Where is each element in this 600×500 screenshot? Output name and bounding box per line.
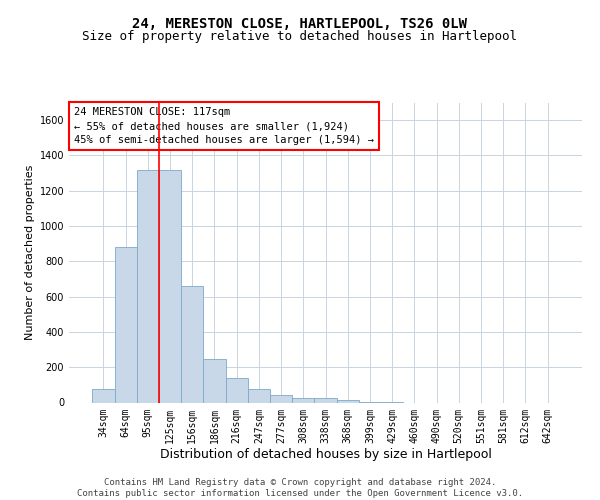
Bar [159, 170, 181, 402]
Bar [226, 378, 248, 402]
Bar [314, 398, 337, 402]
Bar [203, 360, 226, 403]
Bar [181, 286, 203, 403]
Bar [270, 396, 292, 402]
Bar [92, 390, 115, 402]
Bar [248, 390, 270, 402]
Bar [137, 170, 159, 402]
Y-axis label: Number of detached properties: Number of detached properties [25, 165, 35, 340]
X-axis label: Distribution of detached houses by size in Hartlepool: Distribution of detached houses by size … [160, 448, 491, 461]
Bar [337, 400, 359, 402]
Text: 24 MERESTON CLOSE: 117sqm
← 55% of detached houses are smaller (1,924)
45% of se: 24 MERESTON CLOSE: 117sqm ← 55% of detac… [74, 107, 374, 145]
Text: Contains HM Land Registry data © Crown copyright and database right 2024.
Contai: Contains HM Land Registry data © Crown c… [77, 478, 523, 498]
Text: 24, MERESTON CLOSE, HARTLEPOOL, TS26 0LW: 24, MERESTON CLOSE, HARTLEPOOL, TS26 0LW [133, 18, 467, 32]
Text: Size of property relative to detached houses in Hartlepool: Size of property relative to detached ho… [83, 30, 517, 43]
Bar [115, 247, 137, 402]
Bar [292, 398, 314, 402]
